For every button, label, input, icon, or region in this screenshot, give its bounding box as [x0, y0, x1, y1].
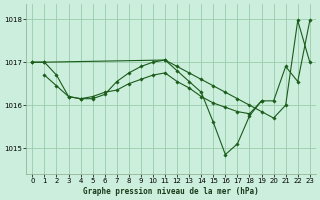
X-axis label: Graphe pression niveau de la mer (hPa): Graphe pression niveau de la mer (hPa) [83, 187, 259, 196]
